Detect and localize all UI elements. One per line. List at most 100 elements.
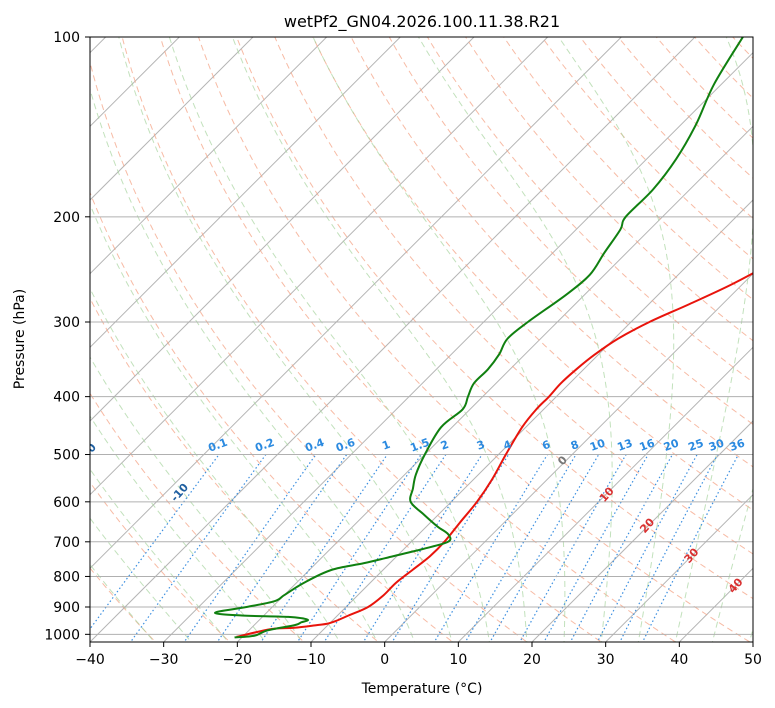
y-tick-label: 200 — [53, 210, 80, 226]
dewpoint-profile-line — [214, 37, 744, 639]
dry-adiabat-line — [90, 60, 528, 642]
isotherm-line — [90, 37, 549, 496]
isotherm-line — [163, 51, 753, 642]
x-tick-label: −10 — [296, 652, 326, 668]
x-tick-label: 50 — [744, 652, 762, 668]
dry-adiabat-line — [159, 37, 677, 642]
mixing-ratio-label: 0.4 — [303, 436, 326, 455]
isotherm-line — [90, 37, 475, 422]
dry-adiabat-line — [503, 37, 753, 301]
dry-adiabat-line — [350, 37, 753, 468]
x-tick-label: 0 — [380, 652, 389, 668]
isotherm-line — [90, 37, 254, 201]
line-labels: -100-90-80-70-60-50-40-30-20-10010203040… — [0, 396, 747, 596]
y-tick-label: 100 — [53, 30, 80, 46]
isotherm-line — [605, 493, 753, 642]
moist-adiabat-line — [674, 37, 753, 642]
x-tick-label: −30 — [149, 652, 179, 668]
moist-adiabat-line — [558, 37, 675, 642]
mixing-ratio-line — [183, 454, 317, 642]
dry-adiabat-label: -10 — [168, 481, 191, 505]
mixing-ratio-line — [596, 454, 698, 642]
y-tick-label: 800 — [53, 569, 80, 585]
moist-adiabat-line — [90, 287, 341, 642]
dry-adiabat-line — [121, 37, 603, 642]
mixing-ratio-line — [543, 454, 649, 642]
x-axis-title: Temperature (°C) — [361, 681, 483, 697]
mixing-ratio-line — [519, 454, 627, 642]
dry-adiabat-line — [465, 37, 753, 342]
y-tick-label: 600 — [53, 495, 80, 511]
x-tick-label: −40 — [75, 652, 105, 668]
y-tick-label: 400 — [53, 390, 80, 406]
mixing-ratio-label: 1 — [380, 438, 392, 453]
mixing-ratio-label: 0.2 — [253, 436, 276, 455]
isotherm-line — [310, 199, 753, 642]
dry-adiabat-line — [426, 37, 753, 383]
moist-adiabat-line — [168, 37, 490, 642]
mixing-ratio-label: 2 — [439, 438, 451, 453]
chart-title: wetPf2_GN04.2026.100.11.38.R21 — [284, 12, 560, 32]
isotherm-line — [752, 641, 753, 642]
mixing-ratio-label: 20 — [662, 436, 681, 454]
mixing-ratio-line — [260, 454, 388, 642]
isotherm-line — [457, 346, 753, 642]
mixing-ratio-label: 6 — [540, 438, 552, 453]
mixing-ratio-label: 36 — [728, 436, 747, 454]
temperature-profile-line — [236, 272, 753, 638]
mixing-ratio-line — [489, 454, 600, 642]
moist-adiabat-line — [711, 486, 753, 642]
mixing-ratio-label: 8 — [569, 438, 581, 453]
isotherm-line — [90, 37, 622, 570]
x-tick-label: 40 — [670, 652, 688, 668]
mixing-ratio-label: 1.5 — [408, 436, 431, 455]
dry-adiabat-label: -30 — [0, 396, 13, 420]
mixing-ratio-line — [433, 454, 548, 642]
mixing-ratio-label: 13 — [615, 437, 634, 454]
mixing-ratio-label: 0.1 — [206, 436, 229, 455]
data-series — [214, 37, 753, 639]
dry-adiabat-line — [90, 297, 380, 642]
moist-adiabat-line — [90, 356, 304, 642]
isotherm-line — [531, 420, 753, 642]
y-axis-title: Pressure (hPa) — [12, 289, 28, 389]
dry-adiabat-line — [90, 481, 231, 642]
mixing-ratio-line — [619, 454, 719, 642]
dry-adiabat-line — [541, 37, 753, 260]
isotherm-line — [90, 37, 401, 349]
moist-adiabat-line — [90, 203, 378, 642]
moist-adiabat-line — [90, 87, 416, 642]
moist-adiabat-line — [90, 415, 266, 642]
moist-adiabat-line — [90, 517, 192, 642]
moist-adiabat-line — [90, 468, 229, 642]
mixing-ratio-line — [362, 454, 483, 642]
mixing-ratio-label: 0.6 — [334, 436, 357, 455]
dry-adiabat-line — [90, 191, 454, 642]
background-lines — [90, 37, 753, 642]
x-tick-label: 20 — [523, 652, 541, 668]
dry-adiabat-line — [732, 37, 753, 59]
dry-adiabat-line — [274, 37, 753, 555]
mixing-ratio-label: 25 — [687, 436, 706, 453]
mixing-ratio-label: 16 — [638, 436, 657, 454]
y-tick-label: 1000 — [44, 627, 80, 643]
moist-adiabat-line — [90, 563, 156, 642]
moist-adiabat-line — [118, 37, 453, 642]
dry-adiabat-line — [90, 392, 305, 642]
y-tick-label: 500 — [53, 448, 80, 464]
moist-adiabat-line — [231, 37, 528, 642]
dry-adiabat-line — [388, 37, 753, 425]
mixing-ratio-line — [129, 454, 267, 642]
dry-adiabat-line — [579, 37, 753, 220]
isotherm-line — [236, 125, 753, 642]
y-tick-label: 700 — [53, 535, 80, 551]
isotherm-line — [90, 37, 328, 275]
mixing-ratio-line — [216, 454, 348, 642]
y-tick-label: 300 — [53, 315, 80, 331]
mixing-ratio-line — [464, 454, 577, 642]
y-tick-label: 900 — [53, 600, 80, 616]
plot-frame — [89, 36, 754, 643]
x-tick-label: −20 — [223, 652, 253, 668]
